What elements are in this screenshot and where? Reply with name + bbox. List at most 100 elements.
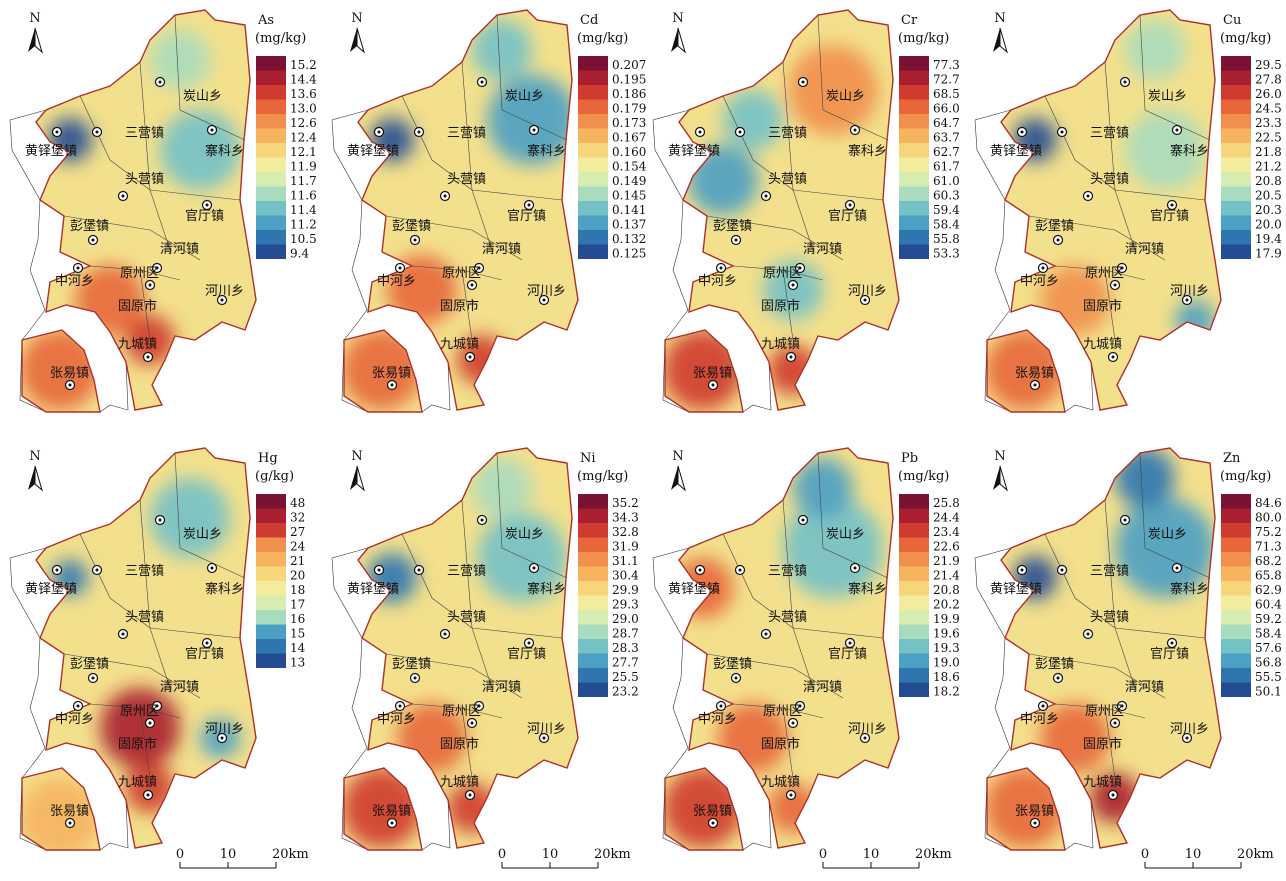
place-marker-dot bbox=[55, 130, 59, 134]
township-boundary bbox=[385, 215, 523, 261]
place-label: 中河乡 bbox=[377, 274, 416, 289]
place-marker-dot bbox=[711, 821, 715, 825]
place-marker-dot bbox=[801, 80, 805, 84]
place-label: 头营镇 bbox=[1090, 172, 1129, 187]
legend-label: 9.4 bbox=[290, 246, 309, 260]
legend-swatch bbox=[256, 494, 286, 509]
legend-label: 21.2 bbox=[1255, 159, 1282, 173]
raster-blob bbox=[472, 458, 532, 518]
legend-swatch bbox=[578, 85, 608, 100]
place-label: 三营镇 bbox=[768, 126, 807, 141]
place-marker-dot bbox=[1086, 194, 1090, 198]
study-boundary bbox=[21, 767, 101, 851]
township-boundary bbox=[1139, 14, 1211, 141]
legend-label: 53.3 bbox=[933, 246, 960, 260]
raster-blob bbox=[665, 330, 743, 410]
raster-blob bbox=[793, 458, 853, 518]
place-marker-dot bbox=[719, 704, 723, 708]
legend-swatch bbox=[899, 668, 929, 683]
township-boundary bbox=[63, 215, 201, 261]
legend-swatch bbox=[899, 552, 929, 567]
legend-swatch bbox=[1221, 537, 1251, 552]
legend-label: 20.2 bbox=[933, 597, 960, 611]
legend-swatch bbox=[899, 508, 929, 523]
place-label: 头营镇 bbox=[125, 172, 164, 187]
legend-unit: (mg/kg) bbox=[898, 469, 949, 484]
legend-swatch bbox=[899, 114, 929, 129]
place-marker-dot bbox=[91, 238, 95, 242]
township-boundary bbox=[79, 95, 151, 191]
place-label: 清河镇 bbox=[482, 680, 521, 695]
legend-title: Hg bbox=[258, 451, 278, 466]
raster bbox=[665, 448, 899, 850]
township-boundary bbox=[1044, 95, 1116, 191]
place-marker-dot bbox=[1170, 641, 1174, 645]
place-label: 固原市 bbox=[1083, 736, 1122, 752]
north-arrow bbox=[356, 27, 365, 54]
place-label: 原州区 bbox=[120, 266, 159, 281]
legend-label: 24.4 bbox=[933, 510, 960, 524]
legend-label: 0.145 bbox=[612, 188, 646, 202]
place-marker-dot bbox=[443, 194, 447, 198]
place-marker-dot bbox=[377, 568, 381, 572]
raster-blob bbox=[788, 45, 878, 135]
township-boundary bbox=[817, 14, 889, 141]
place-label: 固原市 bbox=[118, 736, 157, 752]
place-marker-dot bbox=[1120, 704, 1124, 708]
study-boundary bbox=[986, 767, 1066, 851]
scale-label: 0 bbox=[498, 847, 506, 862]
place-label: 黄铎堡镇 bbox=[990, 143, 1042, 159]
place-label: 三营镇 bbox=[125, 126, 164, 141]
legend-label: 15.2 bbox=[290, 58, 317, 72]
legend-label: 60.4 bbox=[1255, 597, 1282, 611]
place-label: 黄铎堡镇 bbox=[668, 581, 720, 597]
place-marker-dot bbox=[527, 641, 531, 645]
township-boundary bbox=[722, 533, 794, 629]
raster-blob bbox=[100, 688, 180, 768]
legend-label: 11.6 bbox=[290, 188, 317, 202]
township-boundary bbox=[817, 452, 889, 579]
place-marker-dot bbox=[76, 704, 80, 708]
legend-label: 20.8 bbox=[1255, 174, 1282, 188]
legend-label: 15 bbox=[290, 626, 305, 640]
legend-swatch bbox=[1221, 215, 1251, 230]
raster bbox=[22, 10, 256, 412]
legend-label: 24.5 bbox=[1255, 101, 1282, 115]
legend-swatch bbox=[578, 581, 608, 596]
scale-label: 10 bbox=[220, 847, 237, 862]
raster-blob bbox=[22, 778, 100, 850]
place-label: 寨科乡 bbox=[205, 581, 244, 597]
township-boundary bbox=[1028, 215, 1166, 261]
place-marker-dot bbox=[1056, 676, 1060, 680]
raster-blob bbox=[1115, 498, 1215, 598]
north-arrow bbox=[993, 28, 1000, 52]
place-marker-dot bbox=[532, 566, 536, 570]
place-marker-dot bbox=[413, 676, 417, 680]
place-marker-dot bbox=[1033, 821, 1037, 825]
raster-blob bbox=[1125, 110, 1205, 190]
legend-label: 26.0 bbox=[1255, 87, 1282, 101]
legend-label: 0.160 bbox=[612, 145, 646, 159]
legend-label: 28.3 bbox=[612, 641, 639, 655]
study-boundary bbox=[357, 9, 579, 411]
place-label: 固原市 bbox=[440, 298, 479, 314]
raster bbox=[344, 448, 578, 850]
legend-swatch bbox=[899, 523, 929, 538]
legend-swatch bbox=[1221, 581, 1251, 596]
legend-label: 0.125 bbox=[612, 246, 646, 260]
legend-label: 17 bbox=[290, 597, 305, 611]
place-marker-dot bbox=[1086, 632, 1090, 636]
north-arrow bbox=[671, 28, 678, 52]
place-label: 彭堡镇 bbox=[1035, 218, 1074, 234]
place-marker-dot bbox=[698, 568, 702, 572]
legend-label: 19.6 bbox=[933, 626, 960, 640]
township-boundary bbox=[401, 95, 473, 191]
study-boundary bbox=[664, 329, 744, 413]
place-marker-dot bbox=[148, 721, 152, 725]
legend-label: 19.0 bbox=[933, 655, 960, 669]
legend-swatch bbox=[1221, 653, 1251, 668]
township-boundary bbox=[149, 627, 241, 639]
legend-swatch bbox=[256, 653, 286, 668]
legend-swatch bbox=[256, 56, 286, 71]
legend-swatch bbox=[256, 186, 286, 201]
